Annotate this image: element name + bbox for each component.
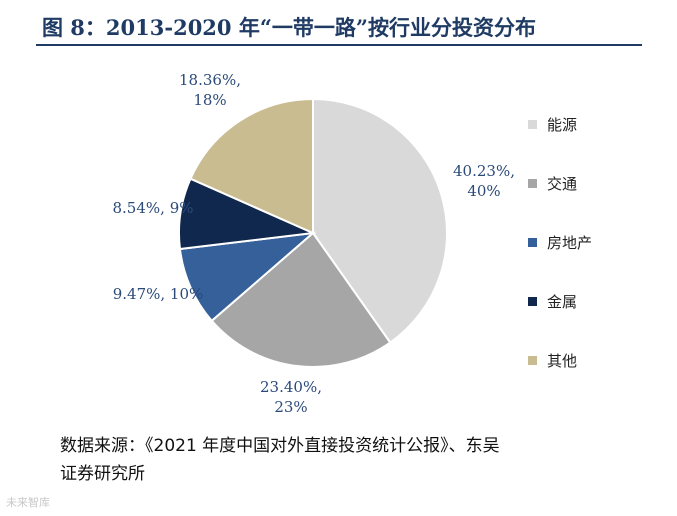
- legend-swatch: [528, 178, 537, 188]
- legend-swatch: [528, 296, 537, 306]
- data-label-other: 18.36%,: [179, 71, 241, 89]
- pie-slice-other: [189, 97, 314, 235]
- legend-label: 房地产: [547, 233, 593, 252]
- watermark: 未来智库: [6, 496, 50, 509]
- pie-slice-energy: [312, 97, 448, 344]
- pie-slice-real-estate: [178, 231, 317, 323]
- source-line-1: 数据来源：《2021 年度中国对外直接投资统计公报》、东吴: [60, 436, 500, 456]
- data-label-other-line2: 18%: [193, 91, 226, 109]
- legend-label: 能源: [547, 115, 578, 134]
- legend-swatch: [528, 355, 537, 365]
- legend-item-real-estate: 房地产: [528, 232, 592, 252]
- legend-item-energy: 能源: [528, 114, 577, 134]
- legend-swatch: [528, 119, 537, 129]
- legend-label: 交通: [547, 174, 578, 193]
- data-label-energy: 40.23%,: [453, 162, 515, 180]
- data-label-energy-line2: 40%: [467, 182, 500, 200]
- data-label-transport-line2: 23%: [274, 398, 307, 416]
- source-note: 数据来源：《2021 年度中国对外直接投资统计公报》、东吴 证券研究所: [60, 432, 650, 488]
- legend-swatch: [528, 237, 537, 247]
- data-label-metal: 8.54%, 9%: [113, 199, 194, 217]
- source-line-2: 证券研究所: [60, 464, 145, 484]
- legend-label: 金属: [547, 292, 578, 311]
- data-label-transport: 23.40%,: [260, 378, 322, 396]
- pie-chart: 40.23%, 40% 23.40%, 23% 9.47%, 10% 8.54%, 9% 1…: [113, 71, 515, 416]
- legend-item-other: 其他: [528, 350, 577, 370]
- legend-label: 其他: [547, 351, 578, 370]
- legend-item-metal: 金属: [528, 291, 577, 311]
- chart-title: 图 8：2013-2020 年“一带一路”按行业分投资分布: [42, 15, 537, 40]
- title-bar: 图 8：2013-2020 年“一带一路”按行业分投资分布: [36, 8, 642, 46]
- pie-slice-transport: [210, 231, 392, 368]
- legend-item-transport: 交通: [528, 173, 577, 193]
- data-label-real-estate: 9.47%, 10%: [113, 285, 204, 303]
